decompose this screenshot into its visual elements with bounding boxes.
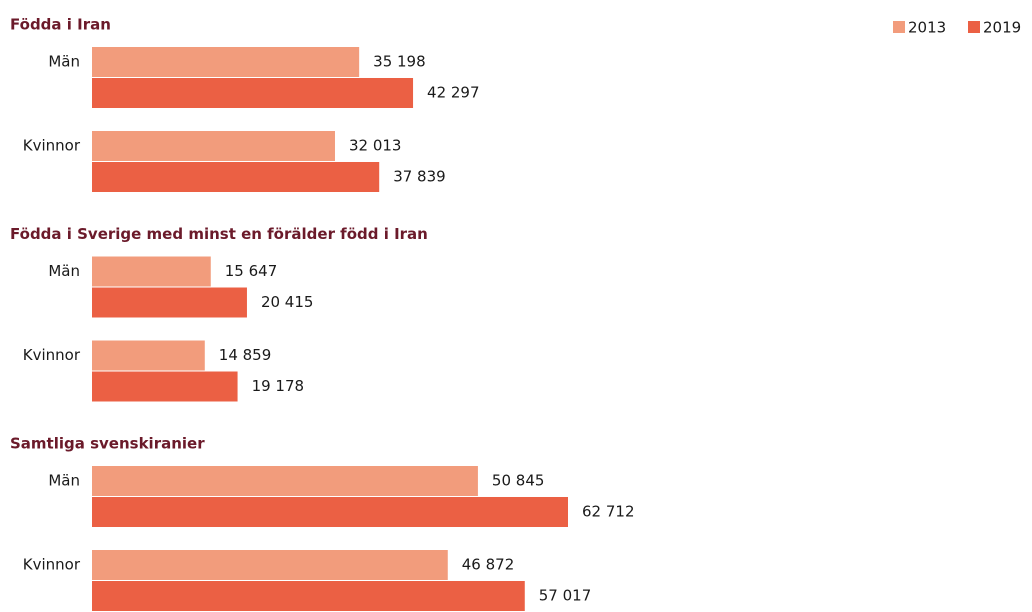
bar <box>92 340 205 371</box>
value-label: 42 297 <box>427 84 480 102</box>
bar <box>92 466 478 496</box>
group-title: Samtliga svenskiranier <box>10 435 205 453</box>
bar <box>92 162 380 192</box>
value-label: 50 845 <box>492 472 545 490</box>
group-title: Födda i Sverige med minst en förälder fö… <box>10 225 428 243</box>
value-label: 62 712 <box>582 503 635 521</box>
value-label: 35 198 <box>373 53 426 71</box>
legend-label: 2013 <box>908 19 946 37</box>
bar <box>92 550 448 580</box>
bar <box>92 78 414 108</box>
category-label: Män <box>48 472 80 490</box>
bar <box>92 256 211 287</box>
value-label: 57 017 <box>539 587 592 605</box>
bar <box>92 497 568 527</box>
value-label: 37 839 <box>393 168 446 186</box>
category-label: Kvinnor <box>23 137 81 155</box>
category-label: Kvinnor <box>23 346 81 364</box>
bar <box>92 371 238 402</box>
legend-label: 2019 <box>983 19 1021 37</box>
group-title: Födda i Iran <box>10 16 111 34</box>
bar <box>92 131 335 161</box>
bar <box>92 287 247 318</box>
bar <box>92 47 360 77</box>
value-label: 20 415 <box>261 293 314 311</box>
value-label: 15 647 <box>225 262 278 280</box>
category-label: Män <box>48 262 80 280</box>
value-label: 46 872 <box>462 556 515 574</box>
value-label: 14 859 <box>219 346 271 364</box>
category-label: Män <box>48 53 80 71</box>
legend-swatch <box>893 21 905 33</box>
value-label: 32 013 <box>349 137 402 155</box>
bar <box>92 581 525 611</box>
category-label: Kvinnor <box>23 556 81 574</box>
value-label: 19 178 <box>252 377 305 395</box>
legend-swatch <box>968 21 980 33</box>
